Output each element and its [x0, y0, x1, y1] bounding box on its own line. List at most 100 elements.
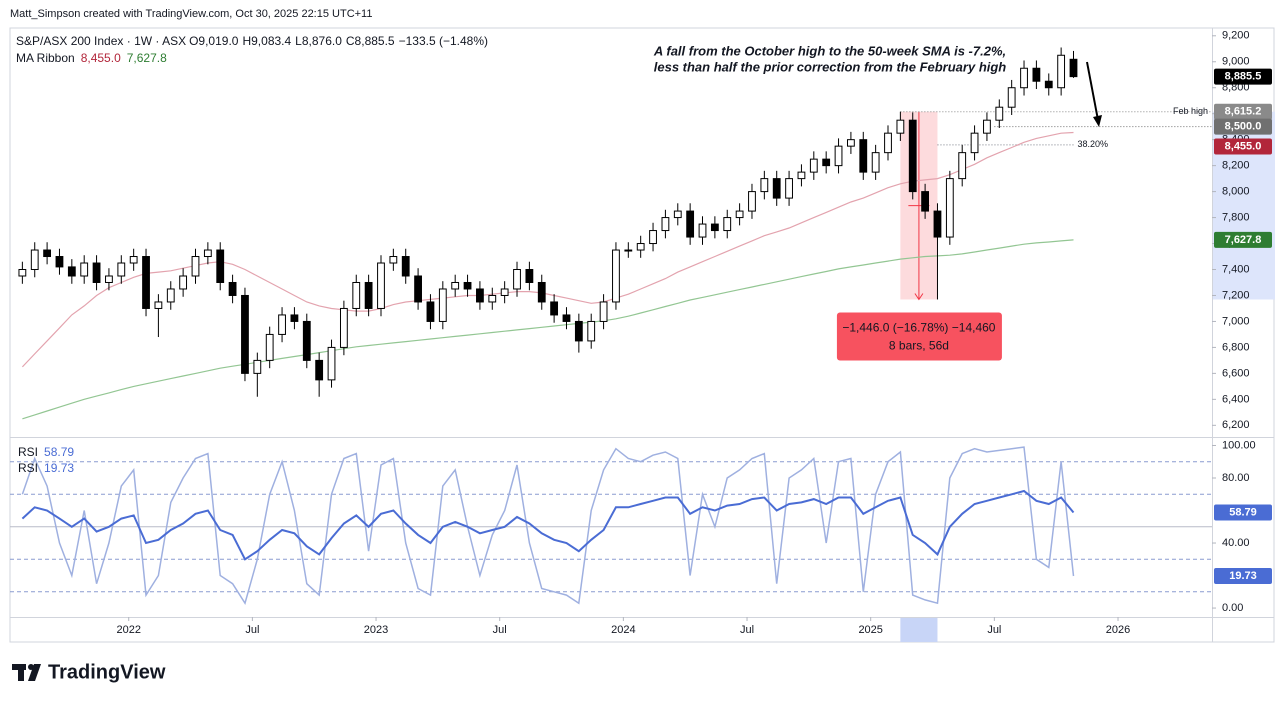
logo-stem — [18, 664, 24, 681]
candle-body — [983, 119, 991, 134]
candle-body — [995, 106, 1004, 121]
candle-body — [67, 266, 76, 277]
y-tick-label: 7,000 — [1222, 315, 1250, 327]
candle-body — [253, 359, 262, 374]
rsi-y-tick-label: 80.00 — [1222, 472, 1250, 484]
candle-body — [414, 275, 422, 303]
y-tick-label: 6,400 — [1222, 393, 1250, 405]
candle-body — [772, 178, 781, 199]
legend-value: C8,885.5 — [346, 34, 395, 48]
legend-value: −133.5 (−1.48%) — [399, 34, 488, 48]
candle-body — [377, 262, 385, 309]
x-tick-label: 2022 — [116, 624, 140, 636]
candle-body — [352, 281, 361, 309]
candle-body — [562, 314, 571, 322]
x-tick-label: Jul — [987, 624, 1001, 636]
candle-body — [908, 119, 917, 193]
candle-body — [896, 119, 905, 134]
candle-body — [1032, 67, 1041, 82]
y-tick-label: 7,800 — [1222, 211, 1250, 223]
brand: TradingView — [48, 661, 166, 683]
panes — [9, 27, 1275, 643]
candle-body — [241, 294, 249, 374]
x-tick-label: 2024 — [611, 624, 635, 636]
candle-body — [686, 210, 695, 238]
annotation: less than half the prior correction from… — [654, 59, 1007, 74]
rsi-badge-bg — [1214, 567, 1272, 584]
candle-body — [624, 249, 633, 252]
rsi-line — [21, 489, 1075, 561]
candle-body — [364, 281, 373, 309]
level-badge-bg — [1214, 118, 1272, 135]
candle-body — [129, 256, 138, 264]
candle-body — [389, 256, 398, 264]
candle-body — [463, 281, 472, 290]
candle-body — [290, 314, 299, 322]
candle-body — [710, 223, 719, 232]
ma-legend-label: MA Ribbon — [16, 51, 75, 65]
credit: Matt_Simpson created with TradingView.co… — [10, 8, 372, 20]
last-price-badge: 8,885.5 — [1225, 71, 1262, 83]
candle-body — [265, 333, 274, 361]
annotation-arrow — [1086, 61, 1099, 121]
candle-body — [278, 314, 286, 335]
x-tick-label: 2026 — [1106, 624, 1130, 636]
candle-body — [451, 281, 460, 290]
candle-body — [105, 275, 113, 283]
candle-body — [797, 171, 806, 180]
candle-body — [339, 307, 348, 348]
rsi-legend-name: RSI — [18, 445, 38, 459]
candle-body — [587, 320, 596, 342]
ma-legend: MA Ribbon 8,455.0 7,627.8 — [16, 51, 167, 65]
rsi-badge-bg — [1214, 504, 1272, 521]
y-tick-label: 9,200 — [1222, 30, 1250, 42]
ma-line — [22, 239, 1074, 420]
candle-body — [438, 288, 447, 322]
ma-badge: 8,455.0 — [1225, 140, 1262, 152]
legend: S&P/ASX 200 Index · 1W · ASX O9,019.0 H9,0… — [16, 34, 488, 48]
candle-body — [1044, 80, 1053, 89]
ma-badge: 7,627.8 — [1225, 234, 1262, 246]
rsi-legend-value: 58.79 — [44, 445, 74, 459]
rsi-y-tick-label: 100.00 — [1222, 439, 1256, 451]
candle-body — [884, 132, 892, 154]
level-badge: 8,615.2 — [1225, 106, 1262, 118]
candle-body — [834, 145, 843, 167]
x-tick-label: 2025 — [858, 624, 882, 636]
candle-body — [191, 256, 200, 277]
candle-body — [166, 288, 175, 303]
rsi-y-tick-label: 40.00 — [1222, 537, 1250, 549]
candle-body — [785, 178, 793, 199]
y-tick-label: 9,000 — [1222, 56, 1250, 68]
candle-body — [426, 301, 435, 322]
rsi-line — [21, 446, 1075, 606]
ma-legend-value: 7,627.8 — [127, 51, 167, 65]
candle-body — [809, 158, 818, 173]
ma-badge-bg — [1214, 138, 1272, 155]
time-range-highlight — [900, 618, 938, 642]
annotation-arrowhead — [1093, 115, 1102, 127]
candle-body — [958, 152, 967, 180]
rsi-legend: RSI 58.79 — [18, 445, 74, 459]
candle-body — [525, 269, 534, 283]
candle-body — [302, 320, 311, 361]
candle-body — [92, 262, 101, 283]
level-label: Feb high — [1173, 106, 1208, 116]
candle-body — [859, 139, 868, 173]
frame — [9, 27, 1275, 643]
y-tick-label: 7,400 — [1222, 263, 1250, 275]
x-tick-label: Jul — [740, 624, 754, 636]
candle-body — [921, 191, 930, 212]
candle-body — [661, 217, 670, 232]
candle-body — [735, 210, 744, 219]
legend-value: L8,876.0 — [295, 34, 342, 48]
candle-body — [513, 269, 521, 290]
ma-badge-bg — [1214, 231, 1272, 248]
candle-body — [30, 249, 39, 271]
candle-body — [636, 243, 645, 251]
candle-body — [933, 210, 942, 238]
candle-body — [574, 320, 583, 342]
y-tick-label: 8,800 — [1222, 82, 1250, 94]
